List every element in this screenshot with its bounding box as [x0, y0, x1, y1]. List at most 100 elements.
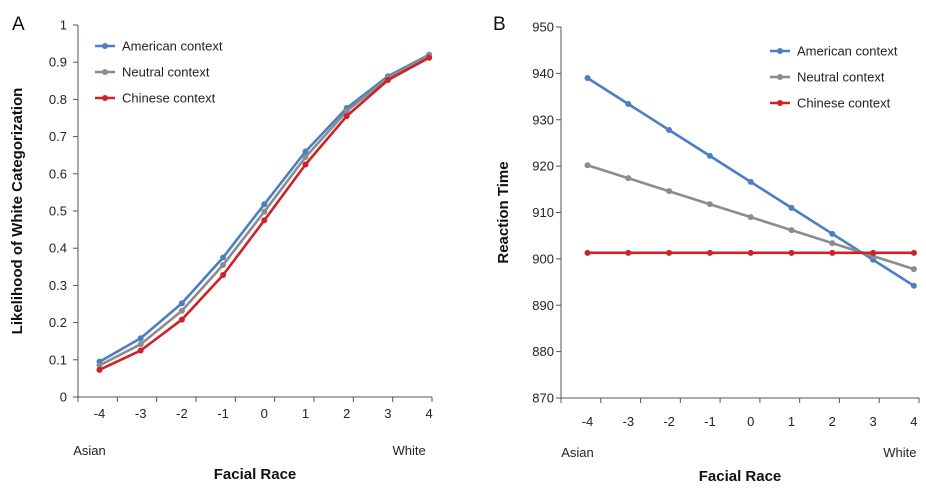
data-point: [910, 282, 917, 289]
data-point: [788, 249, 795, 256]
x-tick-label: 3: [384, 406, 391, 421]
data-point: [343, 113, 350, 120]
x-tick-label: 1: [302, 406, 309, 421]
legend-label: American context: [797, 44, 898, 59]
y-tick-label: 0.3: [49, 278, 67, 293]
legend-marker: [777, 48, 783, 54]
data-point: [220, 261, 227, 268]
x-tick-label: -3: [623, 414, 635, 429]
y-tick-label: 0.2: [49, 315, 67, 330]
x-tick-label: 4: [425, 406, 432, 421]
data-point: [384, 77, 391, 84]
data-point: [426, 54, 433, 61]
y-tick-label: 1: [60, 18, 67, 33]
y-tick-label: 0.5: [49, 204, 67, 219]
data-point: [261, 217, 268, 224]
data-point: [220, 271, 227, 278]
x-tick-label: -4: [582, 414, 594, 429]
x-tick-label: 2: [829, 414, 836, 429]
data-point: [96, 362, 103, 369]
data-point: [137, 347, 144, 354]
data-point: [302, 148, 309, 155]
data-point: [178, 316, 185, 323]
data-point: [96, 366, 103, 373]
x-tick-label: -4: [94, 406, 106, 421]
x-axis-title: Facial Race: [214, 466, 297, 483]
data-point: [343, 108, 350, 115]
x-axis-title: Facial Race: [699, 468, 782, 485]
y-tick-label: 0.7: [49, 129, 67, 144]
data-point: [302, 154, 309, 161]
x-tick-label: -1: [217, 406, 229, 421]
data-point: [666, 188, 673, 195]
y-tick-label: 0.4: [49, 241, 67, 256]
x-tick-label: -2: [176, 406, 188, 421]
x-end-label-left: Asian: [73, 443, 106, 458]
y-tick-label: 0: [60, 390, 67, 405]
data-point: [584, 162, 591, 169]
data-point: [220, 254, 227, 261]
y-tick-label: 0.9: [49, 55, 67, 70]
data-point: [625, 249, 632, 256]
data-point: [910, 249, 917, 256]
y-tick-label: 0.6: [49, 166, 67, 181]
x-tick-label: 0: [747, 414, 754, 429]
y-tick-label: 880: [532, 344, 554, 359]
x-tick-label: 4: [910, 414, 917, 429]
data-point: [302, 161, 309, 168]
data-point: [584, 249, 591, 256]
legend-label: American context: [122, 39, 223, 54]
legend-marker: [102, 69, 108, 75]
y-tick-label: 940: [532, 66, 554, 81]
legend-label: Chinese context: [797, 96, 891, 111]
x-tick-label: -1: [704, 414, 716, 429]
x-end-label-right: White: [883, 445, 916, 460]
data-point: [870, 249, 877, 256]
y-tick-label: 910: [532, 205, 554, 220]
legend-marker: [102, 43, 108, 49]
y-tick-label: 900: [532, 251, 554, 266]
data-point: [178, 300, 185, 307]
y-tick-label: 950: [532, 20, 554, 35]
x-tick-label: 1: [788, 414, 795, 429]
legend-label: Neutral context: [797, 70, 885, 85]
legend-label: Neutral context: [122, 65, 210, 80]
panel-letter: A: [12, 14, 25, 35]
data-point: [747, 178, 754, 185]
data-point: [137, 341, 144, 348]
y-tick-label: 0.1: [49, 352, 67, 367]
data-point: [261, 208, 268, 215]
y-axis-title: Likelihood of White Categorization: [9, 88, 26, 335]
panel-letter: B: [493, 14, 506, 35]
y-tick-label: 890: [532, 298, 554, 313]
data-point: [829, 230, 836, 237]
legend-marker: [777, 74, 783, 80]
y-tick-label: 920: [532, 159, 554, 174]
y-axis-title: Reaction Time: [495, 161, 512, 263]
x-tick-label: 0: [261, 406, 268, 421]
legend-marker: [777, 100, 783, 106]
data-point: [666, 249, 673, 256]
data-point: [829, 240, 836, 247]
legend-marker: [102, 95, 108, 101]
data-point: [625, 100, 632, 107]
data-point: [788, 204, 795, 211]
y-tick-label: 930: [532, 112, 554, 127]
data-point: [584, 75, 591, 82]
data-point: [829, 249, 836, 256]
y-tick-label: 0.8: [49, 92, 67, 107]
x-tick-label: -2: [663, 414, 675, 429]
x-tick-label: 3: [869, 414, 876, 429]
data-point: [910, 266, 917, 273]
data-point: [788, 227, 795, 234]
x-end-label-left: Asian: [561, 445, 594, 460]
data-point: [137, 335, 144, 342]
data-point: [747, 214, 754, 221]
x-end-label-right: White: [392, 443, 425, 458]
data-point: [261, 201, 268, 208]
data-point: [747, 249, 754, 256]
data-point: [706, 249, 713, 256]
x-tick-label: 2: [343, 406, 350, 421]
